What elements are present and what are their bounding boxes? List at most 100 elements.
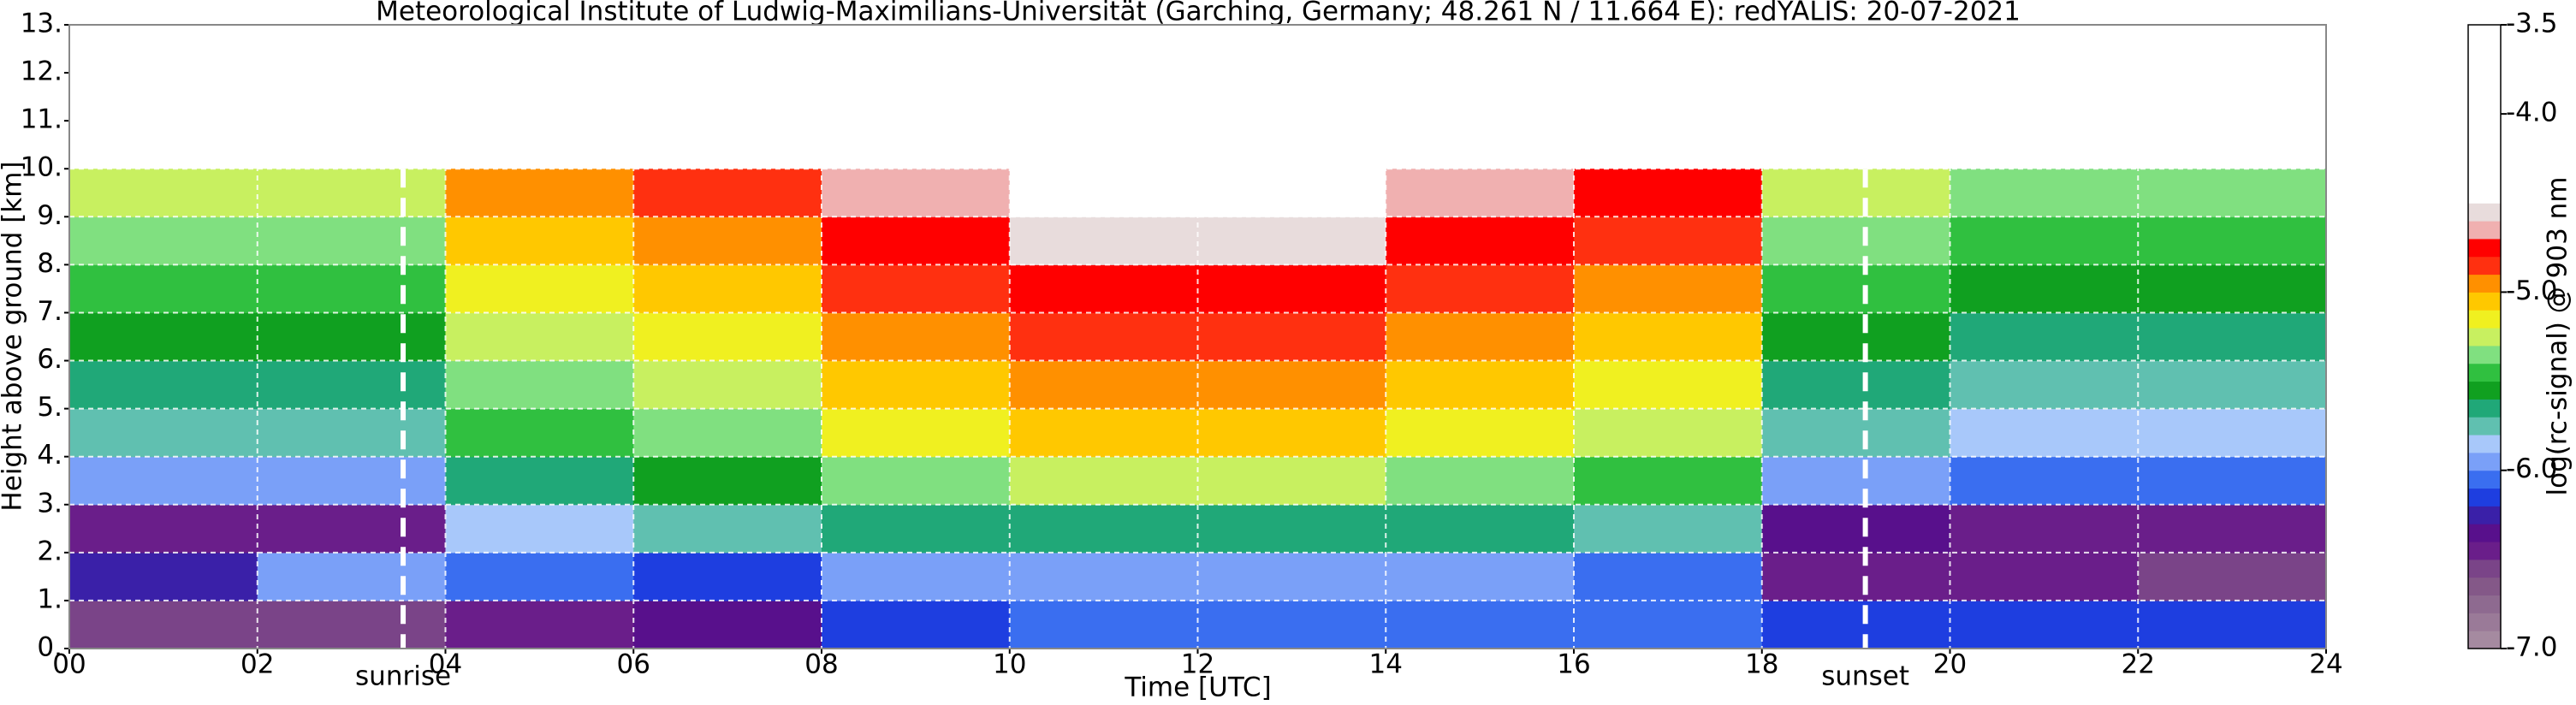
heatmap-cell — [1197, 169, 1386, 217]
x-tick-label: 14 — [1369, 649, 1403, 680]
colorbar-segment — [2468, 238, 2501, 258]
heatmap-cell — [1197, 504, 1386, 554]
y-tick-label: 8. — [37, 248, 62, 279]
y-tick-label: 13. — [21, 9, 62, 39]
heatmap-cell — [1761, 264, 1950, 313]
heatmap-cell — [1950, 169, 2139, 217]
colorbar-segment — [2468, 221, 2501, 240]
colorbar-tick-label: -5.0 — [2506, 275, 2558, 306]
heatmap-cell — [1761, 312, 1950, 362]
colorbar-segment — [2468, 203, 2501, 222]
x-tick-label: 18 — [1745, 649, 1778, 680]
heatmap-cell — [1574, 600, 1763, 649]
heatmap-cell — [1386, 169, 1575, 217]
y-tick-label: 6. — [37, 344, 62, 375]
heatmap-cell — [69, 552, 258, 601]
heatmap-cell — [257, 552, 446, 601]
heatmap-cell — [633, 264, 822, 313]
heatmap-cell — [633, 600, 822, 649]
colorbar-segment — [2468, 488, 2501, 507]
colorbar-label: log(rc-signal) @ 903 nm — [2543, 176, 2573, 495]
heatmap-cell — [1197, 600, 1386, 649]
x-tick-label: 04 — [429, 649, 462, 680]
colorbar-segment — [2468, 381, 2501, 400]
heatmap-cell — [2138, 216, 2327, 265]
chart-title: Meteorological Institute of Ludwig-Maxim… — [376, 0, 2021, 27]
heatmap-cell — [1761, 216, 1950, 265]
heatmap-cell — [445, 312, 634, 362]
heatmap-cell — [257, 456, 446, 506]
x-tick-label: 02 — [240, 649, 274, 680]
colorbar-segment — [2468, 613, 2501, 631]
heatmap-cell — [1574, 552, 1763, 601]
heatmap-cell — [69, 456, 258, 506]
heatmap-cell — [1574, 456, 1763, 506]
heatmap-cell — [1009, 264, 1198, 313]
heatmap-cell — [822, 264, 1011, 313]
annotation-label: sunrise — [355, 661, 451, 692]
heatmap-cell — [633, 552, 822, 601]
heatmap-cell — [1009, 552, 1198, 601]
y-tick-label: 10. — [21, 152, 62, 183]
colorbar-segment — [2468, 631, 2501, 649]
heatmap-cell — [2138, 456, 2327, 506]
heatmap-cell — [445, 456, 634, 506]
heatmap-cell — [1761, 600, 1950, 649]
colorbar-segment — [2468, 559, 2501, 578]
heatmap-cell — [445, 216, 634, 265]
heatmap-cell — [445, 600, 634, 649]
colorbar-segment — [2468, 542, 2501, 560]
heatmap-cell — [1950, 408, 2139, 458]
colorbar-segment — [2468, 363, 2501, 382]
heatmap-cell — [1761, 169, 1950, 217]
colorbar-segment — [2468, 595, 2501, 613]
heatmap-cell — [633, 456, 822, 506]
colorbar-segment — [2468, 470, 2501, 489]
heatmap-cell — [257, 504, 446, 554]
colorbar-segment — [2468, 452, 2501, 471]
heatmap-cell — [822, 552, 1011, 601]
heatmap-cell — [1009, 312, 1198, 362]
heatmap-cell — [69, 504, 258, 554]
heatmap-cell — [1950, 552, 2139, 601]
heatmap-cell — [1950, 504, 2139, 554]
heatmap-cell — [2138, 312, 2327, 362]
heatmap-cell — [1386, 216, 1575, 265]
heatmap-cell — [1386, 264, 1575, 313]
heatmap-cell — [2138, 552, 2327, 601]
heatmap-cell — [633, 408, 822, 458]
heatmap-cell — [1574, 360, 1763, 410]
heatmap-cell — [1197, 408, 1386, 458]
y-tick-label: 1. — [37, 584, 62, 614]
x-tick-label: 00 — [52, 649, 86, 680]
y-axis-label: Height above ground [km] — [0, 161, 28, 511]
heatmap-cell — [822, 312, 1011, 362]
heatmap-cell — [257, 600, 446, 649]
heatmap-cell — [69, 264, 258, 313]
heatmap-cell — [2138, 360, 2327, 410]
colorbar-segment — [2468, 417, 2501, 435]
heatmap-cell — [822, 216, 1011, 265]
heatmap-cell — [822, 169, 1011, 217]
heatmap-cell — [2138, 504, 2327, 554]
colorbar-segment — [2468, 274, 2501, 293]
x-tick-label: 06 — [617, 649, 650, 680]
y-tick-label: 0. — [37, 632, 62, 663]
heatmap-cell — [1009, 600, 1198, 649]
colorbar-segment — [2468, 25, 2501, 204]
heatmap-cell — [445, 504, 634, 554]
heatmap-cell — [633, 169, 822, 217]
heatmap-cell — [1197, 456, 1386, 506]
heatmap-cell — [257, 312, 446, 362]
colorbar-segment — [2468, 310, 2501, 329]
heatmap-cell — [1009, 504, 1198, 554]
colorbar-segment — [2468, 435, 2501, 453]
colorbar-segment — [2468, 328, 2501, 347]
heatmap-cell — [633, 360, 822, 410]
heatmap-cell — [1009, 360, 1198, 410]
heatmap-cell — [1009, 408, 1198, 458]
heatmap-cell — [69, 408, 258, 458]
y-tick-label: 9. — [37, 200, 62, 231]
heatmap-cell — [822, 408, 1011, 458]
colorbar-tick-label: -4.0 — [2506, 98, 2558, 128]
